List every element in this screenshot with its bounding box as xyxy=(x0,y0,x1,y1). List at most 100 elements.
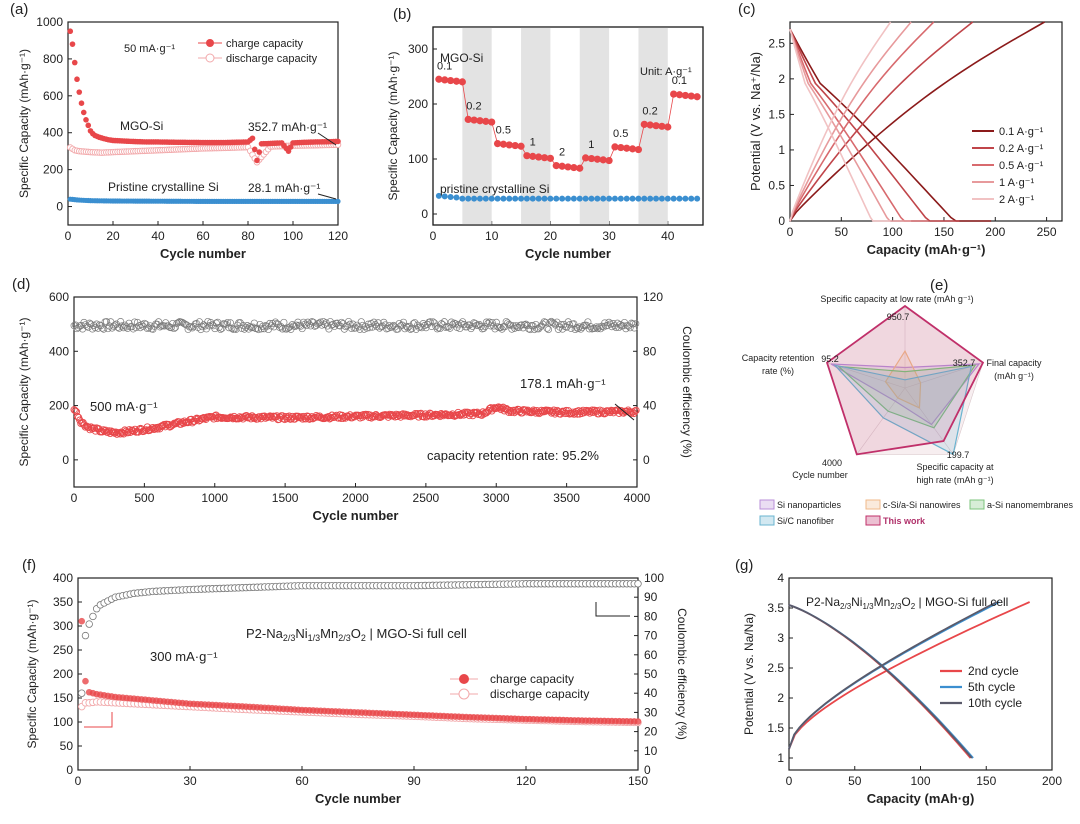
y2-tick-label: 20 xyxy=(644,725,658,739)
ce-point xyxy=(595,323,603,331)
y-tick-label: 400 xyxy=(49,344,69,358)
x-tick-label: 10 xyxy=(485,229,499,243)
legend-swatch xyxy=(759,499,775,510)
pristine-point xyxy=(676,195,683,202)
x-tick-label: 60 xyxy=(196,229,210,243)
ce-point xyxy=(433,325,441,333)
ce-point xyxy=(574,325,582,333)
ce-point xyxy=(198,323,206,331)
radar-axis-label: high rate (mAh g⁻¹) xyxy=(916,475,993,485)
panel-b: 0 10 20 30 40 0 100 200 300 Cycle number Specific … xyxy=(386,6,704,261)
ce-point xyxy=(280,318,288,326)
ce-point xyxy=(592,323,600,331)
ce-point xyxy=(167,324,175,332)
pristine-point xyxy=(523,195,530,202)
x-tick-label: 200 xyxy=(985,225,1005,239)
radar-spoke xyxy=(904,387,954,455)
pristine-point xyxy=(582,195,589,202)
ce-point xyxy=(211,325,219,333)
ce-point xyxy=(347,324,355,332)
capacity-point xyxy=(549,408,557,416)
x-tick-label: 3500 xyxy=(553,491,580,505)
ce-point xyxy=(570,320,578,328)
ce-point xyxy=(85,620,93,628)
y-tick-label: 200 xyxy=(53,667,73,681)
y-tick-label: 0 xyxy=(421,207,428,221)
mgo-label: MGO-Si xyxy=(440,51,483,65)
y2-tick-label: 70 xyxy=(644,629,658,643)
y-axis-label: Specific Capacity (mAh·g⁻¹) xyxy=(386,51,400,200)
pristine-point xyxy=(565,195,571,202)
ce-point xyxy=(482,318,491,326)
pristine-point xyxy=(629,195,636,202)
pristine-point xyxy=(476,195,483,202)
capacity-point xyxy=(251,413,260,422)
pristine-point xyxy=(682,195,689,202)
final-capacity: 178.1 mAh·g⁻¹ xyxy=(520,376,606,391)
capacity-point xyxy=(216,413,225,422)
ce-point xyxy=(591,324,599,332)
ce-point xyxy=(571,325,579,334)
capacity-point xyxy=(538,408,547,416)
pristine-point xyxy=(459,195,466,202)
pristine-point xyxy=(559,195,566,202)
ce-point xyxy=(456,324,464,333)
pristine-point xyxy=(600,195,607,202)
cell-label-part: O xyxy=(901,595,910,609)
capacity-point xyxy=(225,414,234,422)
discharge-curve xyxy=(789,28,912,222)
y2-axis-label: Coulombic efficiency (%) xyxy=(675,608,689,740)
rate-label: 0.2 xyxy=(466,100,481,112)
x-tick-label: 50 xyxy=(835,225,849,239)
legend-marker-discharge xyxy=(205,53,215,63)
cell-label-part: 2/3 xyxy=(840,602,852,611)
cell-label-part: O xyxy=(351,626,361,641)
panel-f: 0 30 60 90 120 150050100150200250300350400Cyc… xyxy=(22,557,689,806)
pristine-point xyxy=(471,195,478,202)
pristine-label: Pristine crystalline Si xyxy=(108,180,219,194)
y2-tick-label: 120 xyxy=(643,290,663,304)
y-tick-label: 0 xyxy=(778,214,785,228)
capacity-point xyxy=(306,414,315,423)
x-tick-label: 0 xyxy=(787,225,794,239)
pristine-point xyxy=(535,195,542,202)
ce-point xyxy=(632,320,640,328)
y-tick-label: 0 xyxy=(56,200,63,214)
y-tick-label: 800 xyxy=(43,52,63,66)
x-tick-label: 120 xyxy=(516,774,536,788)
legend-marker xyxy=(458,688,470,700)
x-axis-label: Capacity (mAh·g⁻¹) xyxy=(867,242,986,257)
ce-point xyxy=(122,323,130,331)
x-tick-label: 20 xyxy=(544,229,558,243)
x-tick-label: 200 xyxy=(1042,774,1062,788)
panel-label: (d) xyxy=(12,276,30,293)
ce-point xyxy=(224,318,232,327)
x-tick-label: 0 xyxy=(786,774,793,788)
pristine-point xyxy=(688,195,695,202)
capacity-point xyxy=(606,408,614,417)
capacity-point xyxy=(462,410,470,418)
mgo-final-capacity: 352.7 mAh·g⁻¹ xyxy=(248,120,327,134)
ce-point xyxy=(215,323,223,331)
charge-point xyxy=(251,146,258,153)
charge-point xyxy=(285,148,292,154)
y2-tick-label: 40 xyxy=(644,686,658,700)
cell-label-part: | MGO-Si full cell xyxy=(366,626,467,641)
y-tick-label: 50 xyxy=(60,739,74,753)
capacity-point xyxy=(120,430,128,438)
panel-label: (c) xyxy=(738,1,756,18)
pristine-point xyxy=(606,195,613,202)
cell-label-part: 1/3 xyxy=(862,602,874,611)
charge-point xyxy=(287,144,294,150)
charge-curve xyxy=(789,21,912,222)
panel-label: (f) xyxy=(22,557,36,574)
ce-point xyxy=(540,318,548,326)
y-tick-label: 1 xyxy=(778,143,785,157)
ce-point xyxy=(467,325,475,333)
ce-point xyxy=(232,325,240,333)
pristine-point xyxy=(594,195,601,202)
pristine-point xyxy=(488,195,495,202)
charge-curve xyxy=(789,21,935,222)
y-tick-label: 2.5 xyxy=(767,661,784,675)
ce-point xyxy=(366,324,374,332)
